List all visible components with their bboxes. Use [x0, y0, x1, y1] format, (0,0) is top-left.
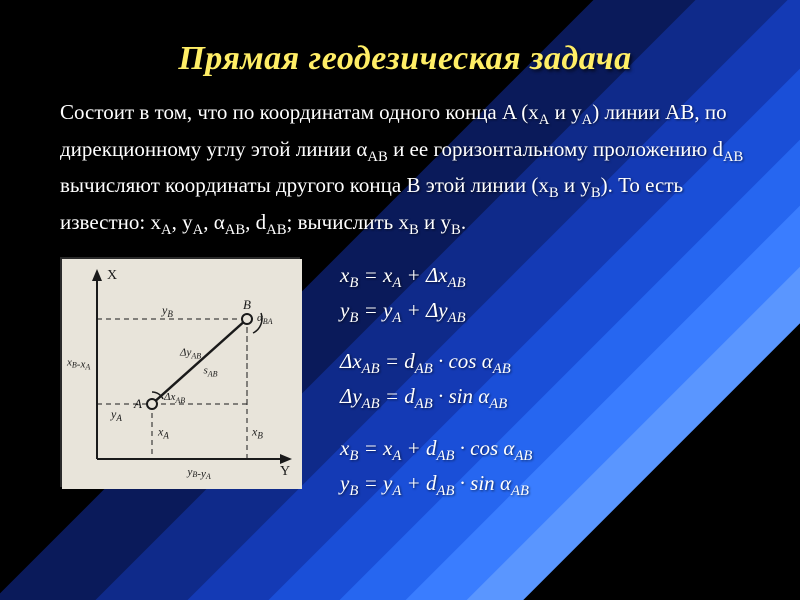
slide-content: Прямая геодезическая задача Состоит в то… [0, 0, 800, 600]
description-paragraph: Состоит в том, что по координатам одного… [60, 96, 750, 243]
content-row: X Y A B yB yA xA xB ΔxAB ΔyAB sAB αBA xB… [60, 257, 750, 522]
formula-line: yB = yA + ΔyAB [340, 298, 750, 327]
formula-block: xB = xA + ΔxAB yB = yA + ΔyAB ΔxAB = dAB ·… [340, 257, 750, 522]
formula-group: xB = xA + ΔxAB yB = yA + ΔyAB [340, 263, 750, 327]
formula-line: xB = xA + dAB · cos αAB [340, 436, 750, 465]
svg-text:Y: Y [280, 464, 290, 479]
formula-line: yB = yA + dAB · sin αAB [340, 471, 750, 500]
svg-text:A: A [133, 396, 142, 411]
svg-text:X: X [107, 268, 117, 283]
formula-group: ΔxAB = dAB · cos αAB ΔyAB = dAB · sin αAB [340, 349, 750, 413]
coordinate-diagram: X Y A B yB yA xA xB ΔxAB ΔyAB sAB αBA xB… [60, 257, 300, 487]
slide-title: Прямая геодезическая задача [60, 40, 750, 78]
formula-group: xB = xA + dAB · cos αAB yB = yA + dAB · s… [340, 436, 750, 500]
formula-line: xB = xA + ΔxAB [340, 263, 750, 292]
formula-line: ΔxAB = dAB · cos αAB [340, 349, 750, 378]
svg-text:B: B [243, 297, 251, 312]
formula-line: ΔyAB = dAB · sin αAB [340, 384, 750, 413]
